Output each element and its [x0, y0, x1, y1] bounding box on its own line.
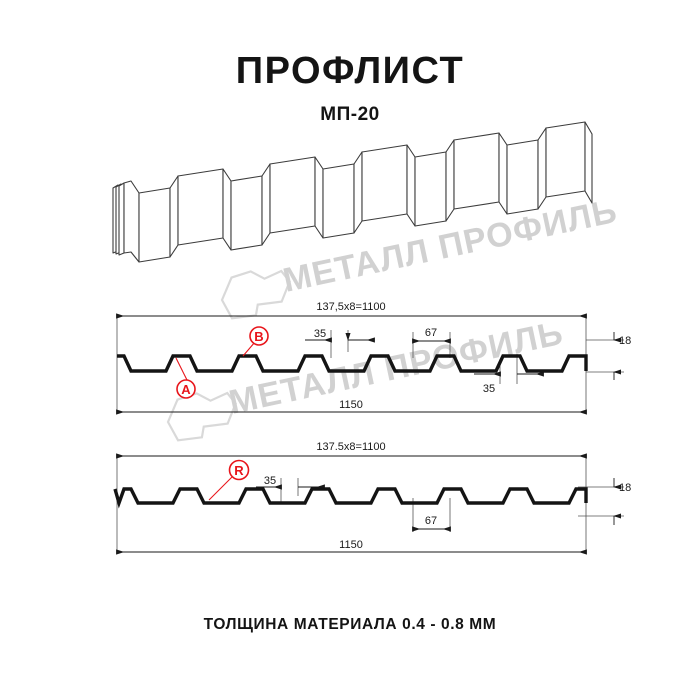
dim-top-r: 137.5x8=1100: [116, 441, 587, 459]
dim-top-a-label: 137,5x8=1100: [316, 301, 385, 313]
callout-r[interactable]: R: [208, 459, 250, 501]
dim-rib-top-r: 35: [256, 475, 325, 502]
dim-valley-a: 67: [412, 327, 451, 358]
dim-rib-top-r-label: 35: [264, 475, 276, 487]
dim-height-a-label: 18: [619, 335, 631, 347]
page-title: ПРОФЛИСТ: [235, 50, 465, 92]
section-r-group: 137.5x8=1100 1150 18 35: [113, 441, 631, 555]
dim-top-r-label: 137.5x8=1100: [316, 441, 385, 453]
isometric-sheet-view: [112, 121, 593, 263]
dim-valley-a-label: 67: [425, 327, 437, 339]
watermark-label: МЕТАЛЛ ПРОФИЛЬ: [226, 314, 567, 422]
footer-block: ТОЛЩИНА МАТЕРИАЛА 0.4 - 0.8 ММ: [0, 616, 700, 634]
dim-bottom-a-label: 1150: [339, 399, 363, 411]
callout-a[interactable]: A: [175, 357, 196, 399]
section-a-group: 137,5x8=1100 1150 18 35: [116, 301, 631, 415]
dim-bottom-a: 1150: [116, 399, 587, 415]
callout-b[interactable]: B: [242, 326, 269, 357]
material-thickness-label: ТОЛЩИНА МАТЕРИАЛА 0.4 - 0.8 ММ: [203, 616, 497, 633]
callout-r-label: R: [234, 463, 244, 478]
dim-rib-top-a-label: 35: [314, 328, 326, 340]
page-subtitle: МП-20: [320, 103, 380, 125]
callout-a-label: A: [181, 382, 191, 397]
dim-height-r: 18: [613, 478, 631, 525]
title-block: ПРОФЛИСТ МП-20: [0, 50, 700, 126]
profile-outline-r: [113, 487, 588, 509]
dim-rib-bottom-a-label: 35: [483, 383, 495, 395]
dim-valley-r-label: 67: [425, 515, 437, 527]
dim-bottom-r-label: 1150: [339, 539, 363, 551]
profile-outline-a: [117, 354, 588, 373]
dim-height-r-label: 18: [619, 482, 631, 494]
dim-top-a: 137,5x8=1100: [116, 301, 587, 319]
dim-height-a: 18: [613, 332, 631, 380]
dim-bottom-r: 1150: [116, 539, 587, 555]
callout-b-label: B: [254, 329, 263, 344]
dim-rib-top-a: 35: [305, 328, 375, 358]
